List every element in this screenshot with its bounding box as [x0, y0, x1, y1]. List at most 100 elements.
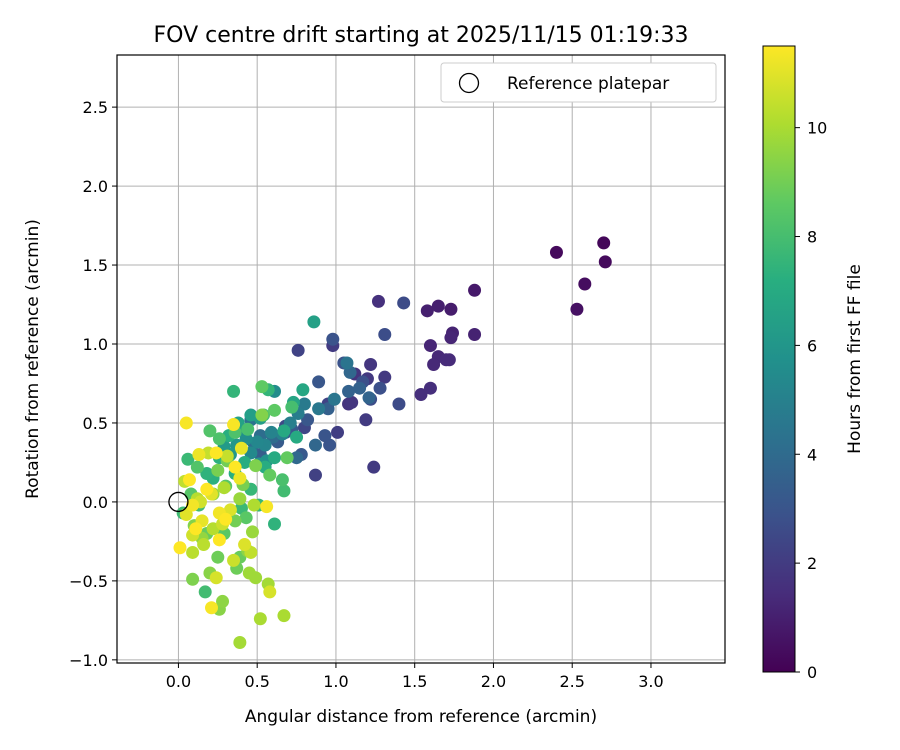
data-point — [414, 388, 428, 402]
x-tick-label: 0.5 — [244, 672, 269, 691]
data-point — [217, 481, 231, 495]
data-point — [308, 468, 322, 482]
data-point — [362, 391, 376, 405]
data-point — [468, 328, 482, 342]
data-point — [268, 517, 282, 531]
data-point — [301, 413, 315, 427]
data-point — [212, 432, 226, 446]
data-point — [290, 451, 304, 465]
colorbar-ticks: 0 2 4 6 8 10 — [795, 119, 827, 682]
x-axis-ticks: 0.0 0.5 1.0 1.5 2.0 2.5 3.0 — [166, 663, 664, 691]
data-point — [260, 500, 274, 514]
data-point — [359, 413, 373, 427]
data-point — [233, 492, 247, 506]
data-point — [209, 571, 223, 585]
data-point — [277, 484, 291, 498]
data-point — [253, 612, 267, 626]
data-point — [200, 482, 214, 496]
data-point — [242, 566, 256, 580]
data-point — [205, 601, 219, 615]
data-point — [340, 356, 354, 370]
data-point — [397, 296, 411, 310]
y-tick-label: −0.5 — [69, 572, 108, 591]
data-point — [211, 550, 225, 564]
x-tick-label: 1.5 — [402, 672, 427, 691]
x-tick-label: 3.0 — [638, 672, 663, 691]
data-point — [423, 339, 437, 353]
data-point — [367, 460, 381, 474]
data-point — [211, 463, 225, 477]
data-point — [186, 498, 200, 512]
y-tick-label: 1.5 — [83, 256, 108, 275]
y-tick-label: 2.5 — [83, 98, 108, 117]
data-point — [468, 283, 482, 297]
data-point — [247, 498, 261, 512]
data-point — [255, 408, 269, 422]
data-point — [173, 541, 187, 555]
data-point — [220, 449, 234, 463]
data-point — [198, 585, 212, 599]
y-tick-label: −1.0 — [69, 651, 108, 670]
data-point — [578, 277, 592, 291]
colorbar-tick-label: 8 — [807, 228, 817, 247]
legend: Reference platepar — [440, 62, 717, 103]
data-point — [285, 400, 299, 414]
x-tick-label: 2.5 — [559, 672, 584, 691]
data-point — [321, 402, 335, 416]
grid-lines — [117, 55, 725, 663]
y-tick-label: 0.5 — [83, 414, 108, 433]
reference-marker — [168, 491, 189, 513]
data-point — [327, 392, 341, 406]
colorbar: 0 2 4 6 8 10 Hours from first FF file — [762, 45, 865, 682]
y-axis-ticks: −1.0 −0.5 0.0 0.5 1.0 1.5 2.0 2.5 — [69, 98, 117, 670]
data-point — [296, 383, 310, 397]
colorbar-gradient — [762, 45, 796, 673]
chart-title: FOV centre drift starting at 2025/11/15 … — [154, 23, 689, 48]
data-point — [442, 353, 456, 367]
data-point — [277, 424, 291, 438]
y-axis-label: Rotation from reference (arcmin) — [23, 219, 43, 499]
data-point — [234, 441, 248, 455]
data-point — [345, 395, 359, 409]
colorbar-tick-label: 2 — [807, 554, 817, 573]
data-point — [227, 553, 241, 567]
data-point — [312, 402, 326, 416]
data-point — [255, 380, 269, 394]
data-point — [423, 381, 437, 395]
data-point — [378, 370, 392, 384]
data-point — [179, 508, 193, 522]
data-point — [331, 425, 345, 439]
x-tick-label: 0.0 — [166, 672, 191, 691]
data-point — [318, 429, 332, 443]
data-point — [392, 397, 406, 411]
colorbar-tick-label: 4 — [807, 445, 817, 464]
data-point — [233, 471, 247, 485]
data-point — [342, 384, 356, 398]
data-point — [264, 425, 278, 439]
data-point — [209, 446, 223, 460]
data-point — [241, 422, 255, 436]
data-point — [244, 408, 258, 422]
reference-platepar-marker — [168, 491, 189, 513]
data-point — [186, 545, 200, 559]
data-point — [297, 397, 311, 411]
data-point — [227, 418, 241, 432]
data-point — [179, 416, 193, 430]
data-point — [570, 302, 584, 316]
y-tick-label: 2.0 — [83, 177, 108, 196]
data-point — [597, 236, 611, 250]
colorbar-tick-label: 10 — [807, 119, 827, 138]
legend-box — [440, 62, 717, 103]
data-point — [186, 572, 200, 586]
x-axis-label: Angular distance from reference (arcmin) — [245, 707, 597, 727]
data-point — [444, 302, 458, 316]
x-tick-label: 2.0 — [481, 672, 506, 691]
data-point — [212, 533, 226, 547]
y-tick-label: 0.0 — [83, 493, 108, 512]
data-point — [189, 522, 203, 536]
colorbar-label: Hours from first FF file — [845, 264, 865, 454]
data-point — [277, 609, 291, 623]
data-points — [173, 236, 612, 649]
colorbar-tick-label: 6 — [807, 336, 817, 355]
data-point — [275, 473, 289, 487]
